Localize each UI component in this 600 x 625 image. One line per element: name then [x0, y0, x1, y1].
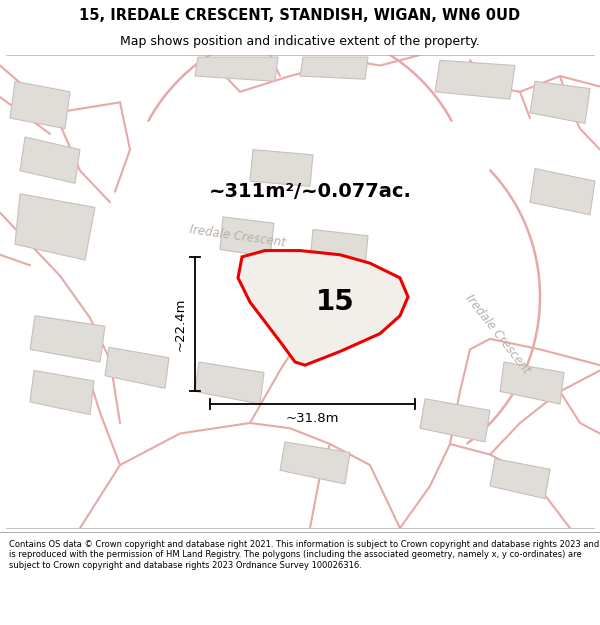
Polygon shape [238, 251, 408, 365]
Polygon shape [250, 149, 313, 186]
Polygon shape [30, 316, 105, 362]
Polygon shape [195, 57, 278, 81]
Polygon shape [15, 194, 95, 260]
Polygon shape [530, 169, 595, 215]
Polygon shape [490, 459, 550, 499]
Polygon shape [30, 371, 94, 414]
Polygon shape [420, 399, 490, 442]
Text: ~311m²/~0.077ac.: ~311m²/~0.077ac. [209, 182, 412, 201]
Polygon shape [435, 60, 515, 99]
Polygon shape [310, 229, 368, 268]
Polygon shape [220, 217, 274, 257]
Polygon shape [105, 348, 169, 388]
Text: 15, IREDALE CRESCENT, STANDISH, WIGAN, WN6 0UD: 15, IREDALE CRESCENT, STANDISH, WIGAN, W… [79, 8, 521, 23]
Text: ~31.8m: ~31.8m [286, 412, 339, 426]
Polygon shape [195, 362, 264, 404]
Text: Contains OS data © Crown copyright and database right 2021. This information is : Contains OS data © Crown copyright and d… [9, 540, 599, 569]
Text: ~22.4m: ~22.4m [174, 298, 187, 351]
Polygon shape [500, 362, 564, 404]
Text: Iredale Crescent: Iredale Crescent [189, 222, 287, 249]
Polygon shape [10, 81, 70, 129]
Polygon shape [20, 137, 80, 183]
Polygon shape [300, 57, 368, 79]
Polygon shape [280, 442, 350, 484]
Polygon shape [530, 81, 590, 123]
Text: Map shows position and indicative extent of the property.: Map shows position and indicative extent… [120, 35, 480, 48]
Text: Iredale Crescent: Iredale Crescent [463, 291, 533, 376]
Text: 15: 15 [316, 288, 355, 316]
